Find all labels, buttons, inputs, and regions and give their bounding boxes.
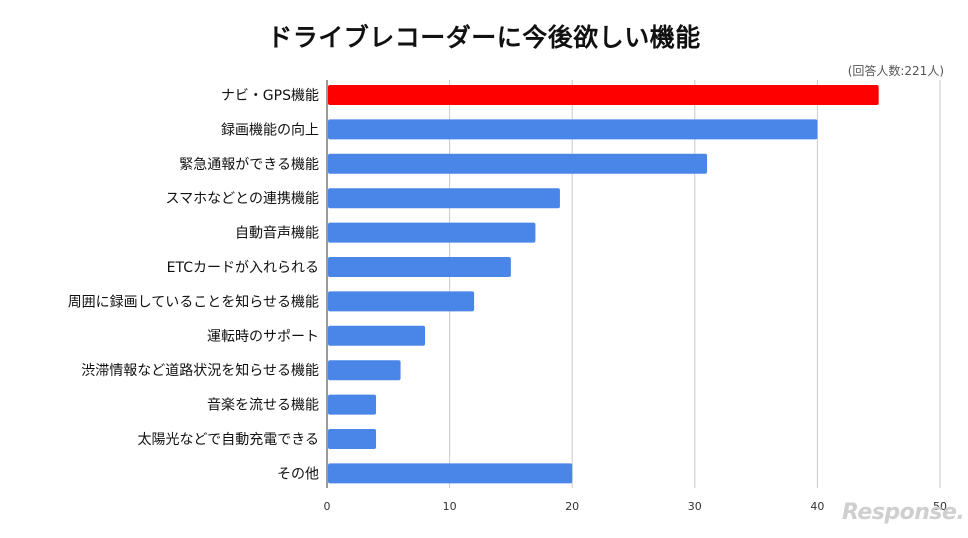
bar	[328, 429, 377, 449]
x-tick-labels: 0 10 20 30 40 50	[324, 500, 948, 513]
category-label: 運転時のサポート	[207, 329, 319, 345]
bar	[328, 325, 426, 346]
category-label: 緊急通報ができる機能	[179, 157, 319, 173]
grid-lines	[326, 80, 941, 488]
category-label: 太陽光などで自動充電できる	[138, 432, 319, 448]
bars	[328, 85, 879, 484]
chart-title: ドライブレコーダーに今後欲しい機能	[267, 23, 701, 52]
bar	[328, 119, 818, 140]
x-tick-label: 20	[565, 500, 579, 513]
category-labels: ナビ・GPS機能録画機能の向上緊急通報ができる機能スマホなどとの連携機能自動音声…	[68, 88, 319, 482]
bar	[328, 85, 879, 105]
bar	[328, 463, 573, 484]
bar	[328, 394, 377, 415]
category-label: 渋滞情報など道路状況を知らせる機能	[81, 362, 319, 379]
category-label: スマホなどとの連携機能	[166, 191, 319, 207]
category-label: 自動音声機能	[235, 225, 319, 242]
x-tick-label: 50	[933, 500, 947, 513]
category-label: ナビ・GPS機能	[221, 88, 319, 104]
bar	[328, 153, 708, 174]
bar	[328, 291, 475, 312]
x-tick-label: 30	[688, 500, 702, 513]
x-tick-label: 40	[810, 500, 824, 513]
respondents-note: (回答人数:221人)	[847, 64, 944, 78]
response-logo: Response.	[842, 500, 965, 525]
x-tick-label: 10	[443, 500, 457, 513]
x-tick-label: 0	[324, 500, 331, 513]
bar	[328, 222, 536, 243]
bar	[328, 360, 401, 381]
bar	[328, 188, 560, 209]
category-label: その他	[277, 466, 319, 482]
category-label: 録画機能の向上	[221, 122, 319, 138]
category-label: 周囲に録画していることを知らせる機能	[68, 293, 319, 310]
category-label: ETCカードが入れられる	[167, 260, 319, 276]
bar	[328, 257, 511, 277]
category-label: 音楽を流せる機能	[207, 397, 319, 414]
